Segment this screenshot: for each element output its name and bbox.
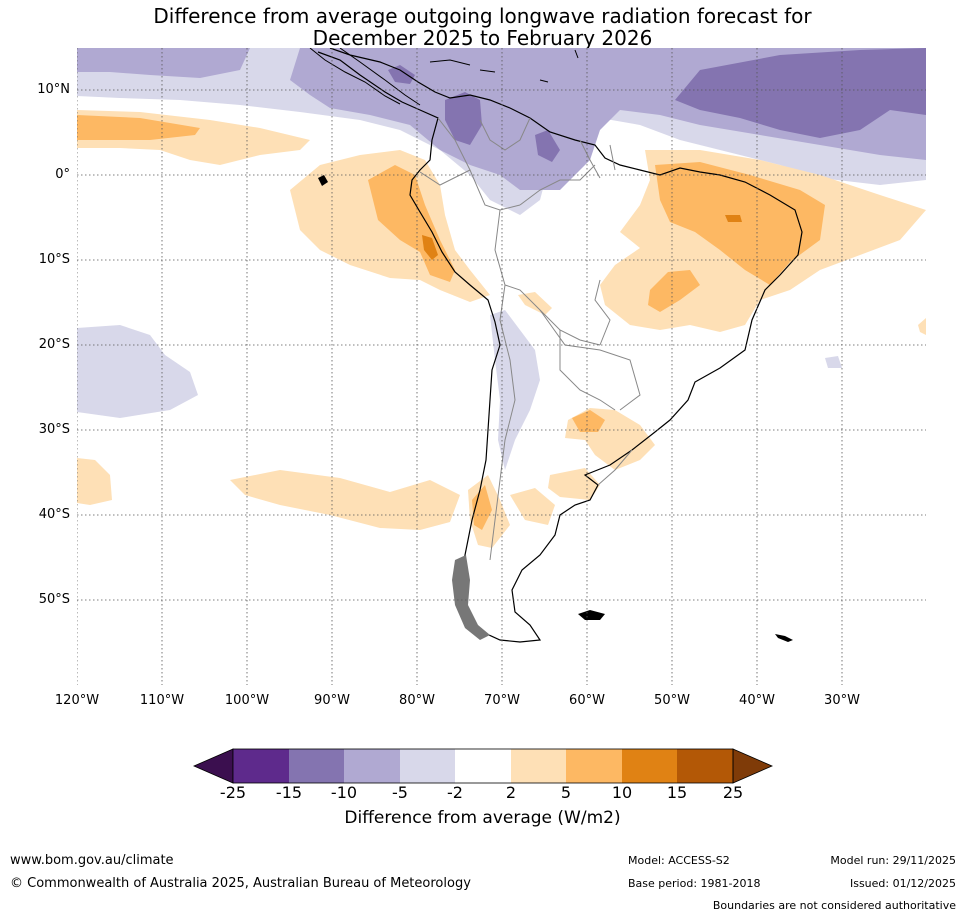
- colorbar-segment: [622, 749, 677, 783]
- colorbar-tick: 5: [560, 783, 572, 802]
- base-period: Base period: 1981-2018: [628, 877, 761, 890]
- colorbar-tick: -2: [447, 783, 463, 802]
- anomaly-negative-light-atlantic-south: [825, 356, 842, 368]
- lat-label-30s: 30°S: [38, 422, 70, 437]
- colorbar-extend-high: [732, 748, 774, 784]
- anomaly-positive-dark-brazil: [725, 215, 742, 222]
- colorbar-segment: [289, 749, 344, 783]
- anomaly-positive-medium-brazil: [655, 162, 825, 285]
- country-borders: [419, 117, 641, 561]
- colorbar-segment: [233, 749, 289, 783]
- colorbar-segment: [566, 749, 622, 783]
- colorbar-segment: [677, 749, 733, 783]
- colorbar-extend-low: [192, 748, 234, 784]
- lat-label-20s: 20°S: [38, 337, 70, 352]
- colorbar-tick: 25: [722, 783, 744, 802]
- anomaly-negative-light-south-pacific: [77, 325, 198, 418]
- colorbar-segment: [511, 749, 566, 783]
- anomaly-positive-medium-patagonia: [472, 485, 492, 530]
- caribbean-islands: [429, 49, 579, 83]
- colorbar-segment: [344, 749, 400, 783]
- anomaly-positive-dark-peru: [422, 235, 438, 260]
- anomaly-positive-light-mato-grosso: [518, 292, 552, 315]
- anomaly-negative-dark-venezuela: [445, 92, 482, 145]
- anomaly-positive-light-south-west: [77, 458, 112, 505]
- lon-label-120w: 120°W: [54, 693, 100, 708]
- south-america-coastline: [317, 48, 803, 643]
- colorbar-tick: -10: [330, 783, 358, 802]
- lat-label-50s: 50°S: [38, 592, 70, 607]
- colorbar-title: Difference from average (W/m2): [344, 808, 621, 828]
- lon-label-30w: 30°W: [824, 693, 860, 708]
- anomaly-positive-medium-brazil-south: [648, 270, 700, 312]
- lon-label-110w: 110°W: [139, 693, 185, 708]
- anomaly-positive-light-east-tip: [918, 318, 926, 335]
- lat-label-40s: 40°S: [38, 507, 70, 522]
- copyright-text: © Commonwealth of Australia 2025, Austra…: [10, 876, 471, 891]
- colorbar-tick: -15: [275, 783, 303, 802]
- map-title-line1: Difference from average outgoing longwav…: [153, 4, 812, 28]
- boundary-disclaimer: Boundaries are not considered authoritat…: [712, 899, 956, 912]
- lon-label-70w: 70°W: [484, 693, 520, 708]
- lat-label-10n: 10°N: [37, 82, 70, 97]
- anomaly-negative-dark-guiana: [535, 130, 560, 162]
- lon-label-60w: 60°W: [569, 693, 605, 708]
- lon-label-80w: 80°W: [399, 693, 435, 708]
- lon-label-40w: 40°W: [739, 693, 775, 708]
- anomaly-negative-dark-caribbean: [388, 65, 415, 84]
- lon-label-50w: 50°W: [654, 693, 690, 708]
- colorbar-tick: -25: [219, 783, 247, 802]
- chile-archipelago: [452, 555, 490, 640]
- website-link[interactable]: www.bom.gov.au/climate: [10, 853, 174, 868]
- falkland-islands: [578, 610, 605, 620]
- central-america-coastline: [309, 48, 421, 106]
- colorbar-frame: [232, 748, 734, 784]
- issued-date: Issued: 01/12/2025: [849, 877, 956, 890]
- gridlines: [77, 48, 926, 685]
- colorbar-segment: [455, 749, 511, 783]
- colorbar-tick: 2: [505, 783, 517, 802]
- lon-label-90w: 90°W: [314, 693, 350, 708]
- south-georgia: [775, 634, 793, 642]
- lat-label-0: 0°: [55, 167, 70, 182]
- anomaly-positive-light-patagonia-east: [510, 488, 555, 525]
- map-title-line2: December 2025 to February 2026: [312, 26, 653, 50]
- galapagos-islands: [318, 175, 328, 186]
- anomaly-negative-dark-atlantic: [675, 48, 926, 138]
- colorbar-tick: -5: [392, 783, 408, 802]
- model-run-date: Model run: 29/11/2025: [830, 854, 956, 867]
- anomaly-positive-medium-uruguay: [572, 410, 605, 432]
- lon-label-100w: 100°W: [224, 693, 270, 708]
- colorbar-tick: 10: [611, 783, 633, 802]
- model-name: Model: ACCESS-S2: [628, 854, 730, 867]
- anomaly-negative-medium-north: [77, 48, 250, 78]
- colorbar-tick: 15: [666, 783, 688, 802]
- lat-label-10s: 10°S: [38, 252, 70, 267]
- anomaly-positive-medium-west: [77, 115, 200, 140]
- colorbar-segment: [400, 749, 455, 783]
